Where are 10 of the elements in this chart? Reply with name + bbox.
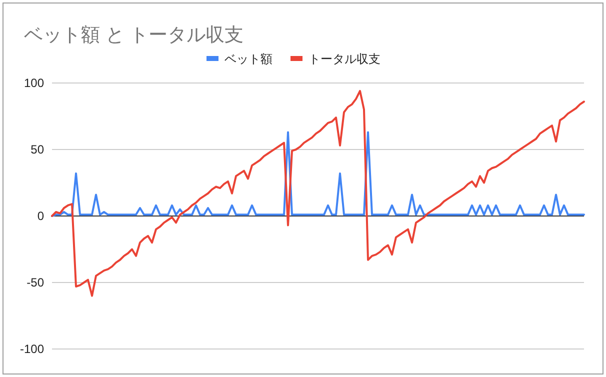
line-series — [51, 131, 585, 217]
y-tick-label: 50 — [30, 142, 44, 157]
y-tick-label: -50 — [26, 276, 44, 290]
legend-label: ベット額 — [224, 52, 272, 66]
y-tick-label: 100 — [24, 76, 44, 90]
y-tick-label: 0 — [37, 209, 44, 224]
legend-label: トータル収支 — [308, 52, 380, 66]
y-tick-label: -100 — [20, 342, 44, 356]
chart-title: ベット額 と トータル収支 — [24, 25, 244, 46]
line-series — [51, 90, 585, 297]
